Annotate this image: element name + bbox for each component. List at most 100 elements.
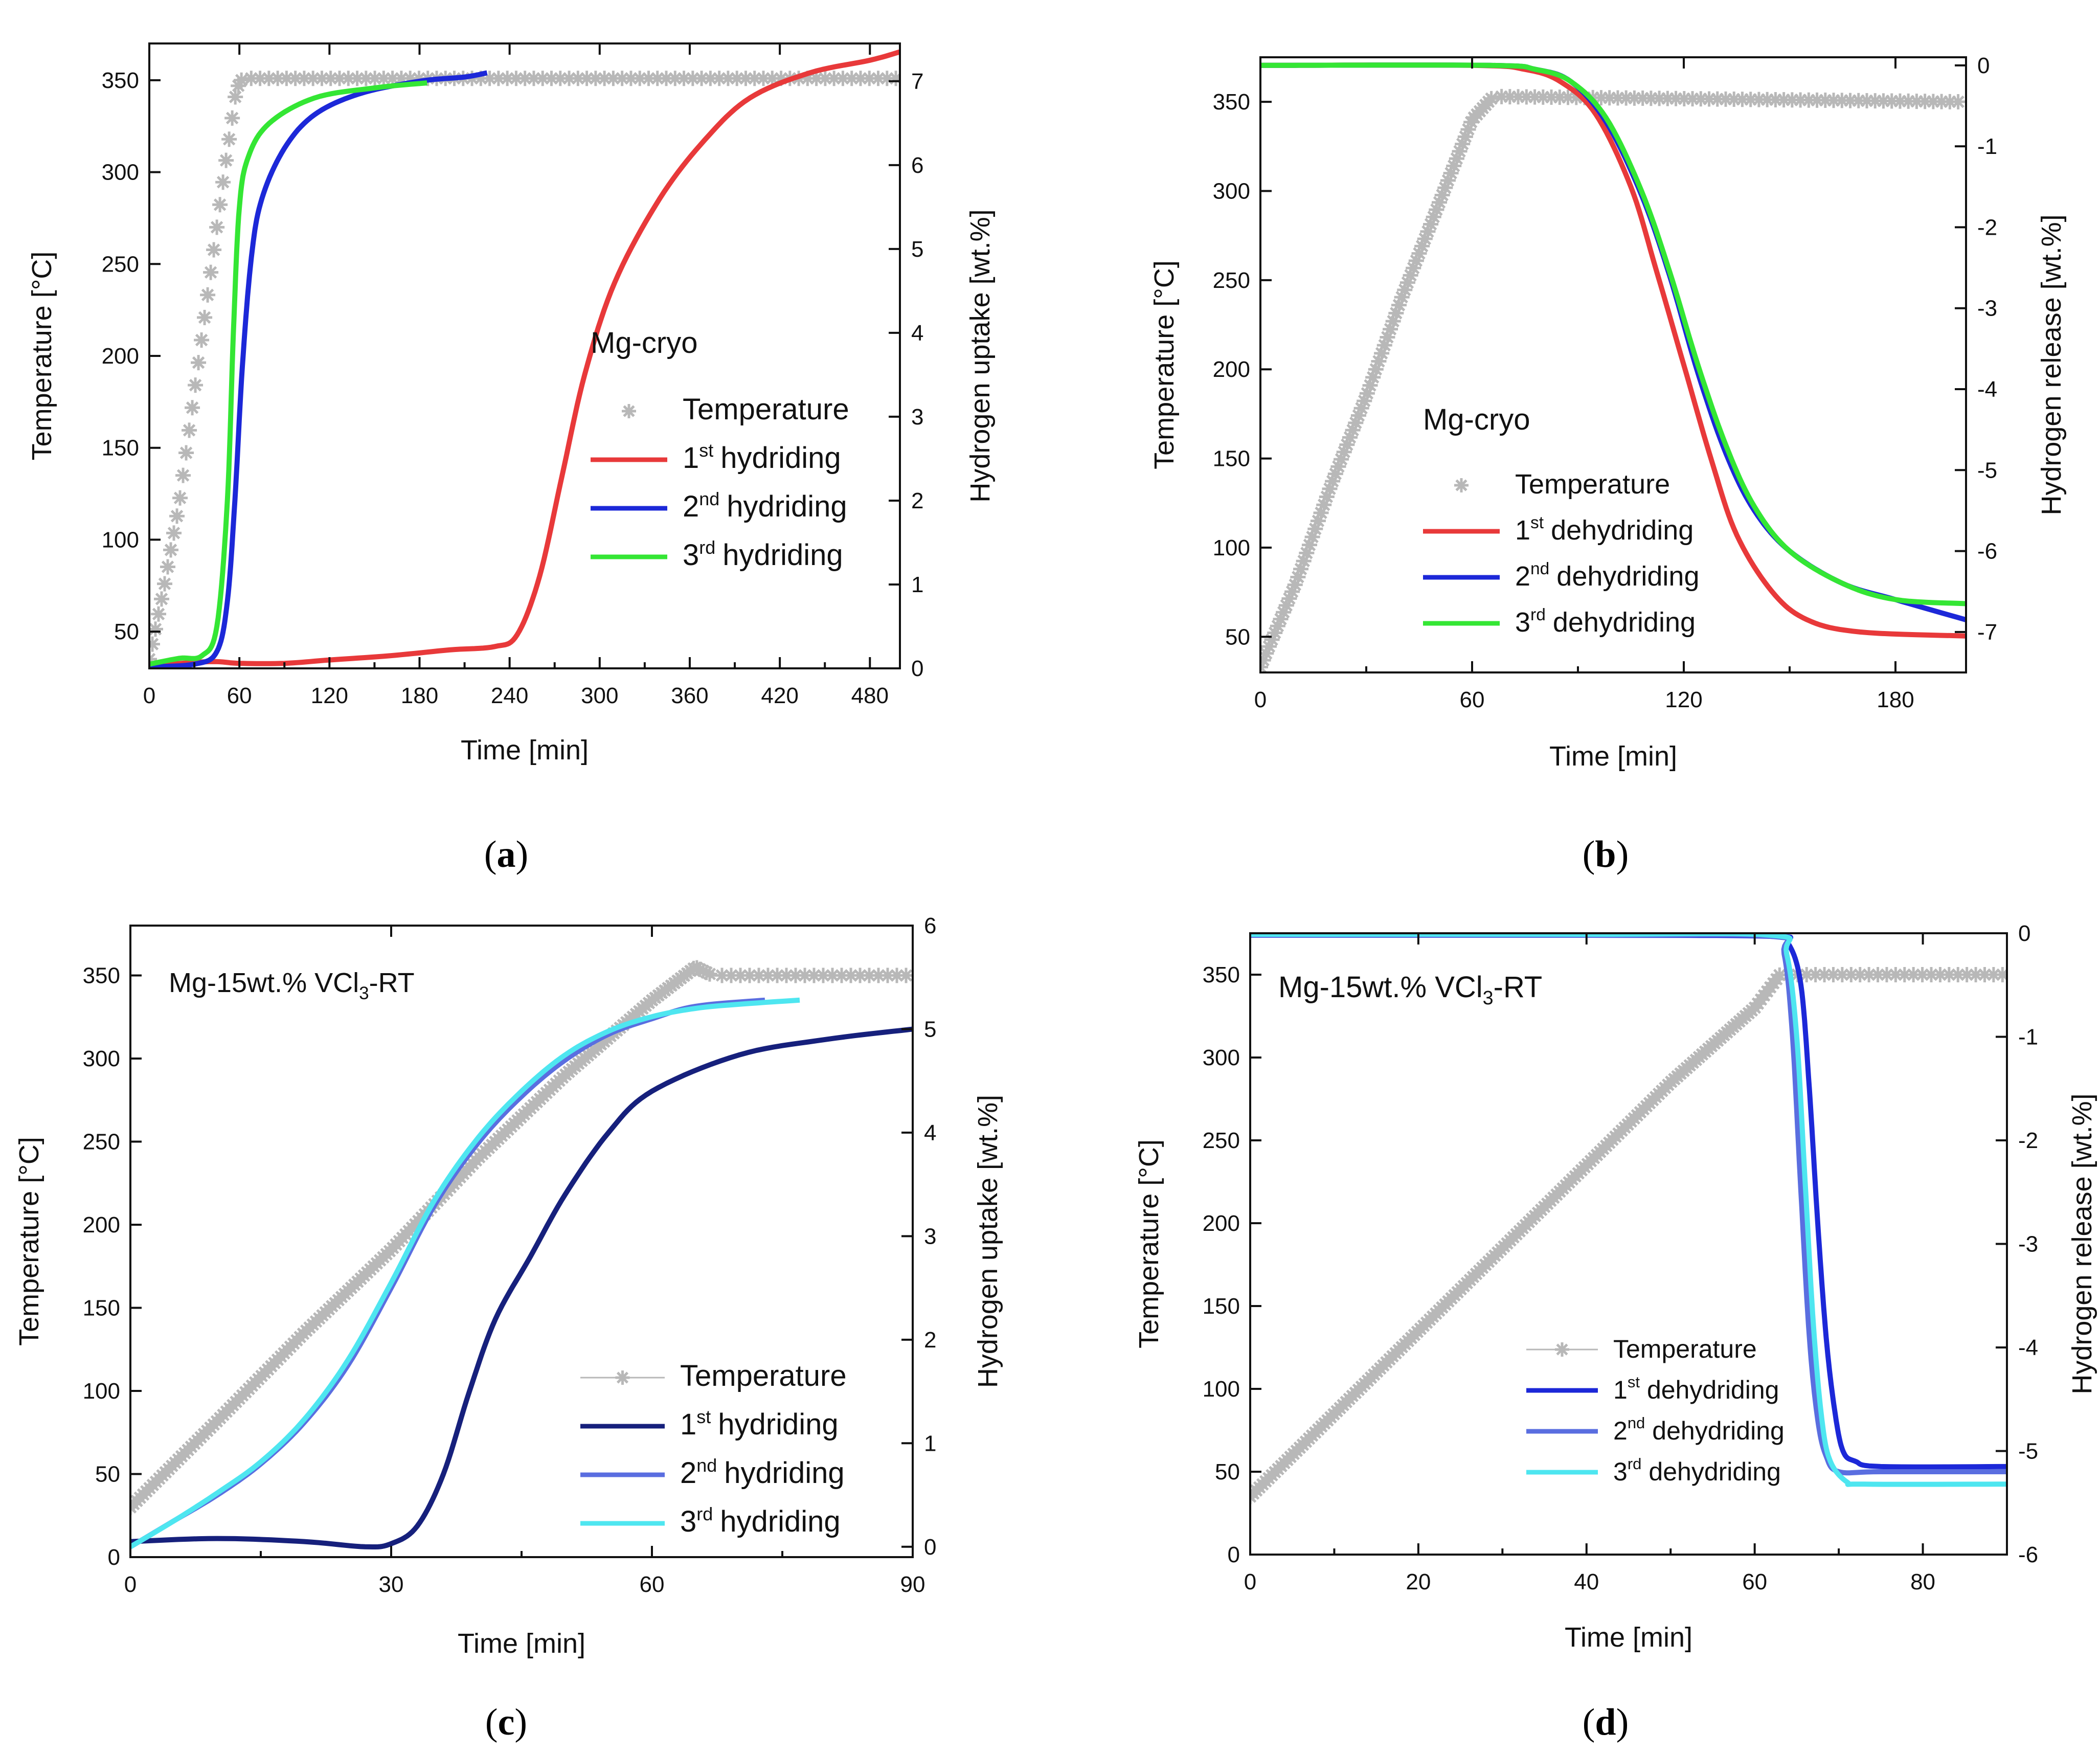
- legend-label-3rd: 3rd hydriding: [680, 1503, 841, 1538]
- temperature-marker: [287, 71, 303, 86]
- temperature-marker: [1544, 89, 1560, 105]
- legend-series-name: hydriding: [722, 538, 843, 572]
- temperature-marker: [649, 71, 665, 86]
- legend-ordinal-suffix: st: [1628, 1373, 1640, 1391]
- legend-ordinal-suffix: st: [696, 1406, 711, 1427]
- y-right-tick-label: -3: [1977, 296, 1997, 321]
- x-tick-label: 300: [581, 683, 618, 708]
- y-left-tick-label: 100: [83, 1379, 120, 1404]
- temperature-marker: [641, 71, 657, 86]
- y-left-axis-label: Temperature [°C]: [1149, 260, 1180, 469]
- temperature-marker: [729, 71, 745, 86]
- temperature-marker: [1950, 94, 1966, 109]
- temperature-marker: [508, 71, 524, 86]
- temperature-marker: [252, 71, 268, 86]
- y-right-tick-label: -2: [2018, 1128, 2038, 1153]
- temperature-marker: [1406, 260, 1421, 276]
- temperature-marker: [1535, 89, 1551, 105]
- x-tick-label: 180: [1877, 687, 1914, 712]
- y-left-axis-label: Temperature [°C]: [14, 1137, 44, 1346]
- sample-annotation: Mg-cryo: [591, 326, 697, 359]
- x-tick-label: 480: [851, 683, 889, 708]
- legend-label-temperature: Temperature: [1515, 469, 1670, 500]
- caption-c: (c): [485, 1701, 527, 1743]
- temperature-marker: [188, 377, 204, 393]
- temperature-marker: [305, 71, 321, 86]
- temperature-marker: [544, 71, 559, 86]
- y-right-tick-label: 3: [911, 404, 923, 430]
- series-line-1st: [130, 1026, 913, 1549]
- temperature-marker: [154, 591, 170, 607]
- temperature-marker: [1826, 93, 1842, 108]
- x-tick-label: 60: [227, 683, 252, 708]
- temperature-marker: [296, 71, 312, 86]
- series-temperature: [1250, 967, 2007, 1504]
- y-right-tick-label: -7: [1977, 620, 1997, 645]
- temperature-marker: [1304, 529, 1320, 545]
- y-right-tick-label: 6: [911, 153, 923, 178]
- temperature-marker: [862, 71, 877, 86]
- y-right-tick-label: 0: [924, 1535, 936, 1560]
- sample-annotation: Mg-cryo: [1423, 403, 1530, 436]
- temperature-marker: [1339, 437, 1355, 453]
- caption-a: (a): [484, 834, 528, 875]
- temperature-marker: [393, 71, 409, 86]
- temperature-marker: [579, 71, 595, 86]
- temperature-marker: [1768, 92, 1783, 107]
- temperature-marker: [888, 71, 900, 86]
- annotation-main: Mg-15wt.% VCl: [1278, 971, 1483, 1004]
- y-left-tick-label: 150: [102, 436, 139, 461]
- caption-d: (d): [1583, 1701, 1629, 1743]
- temperature-marker: [1776, 92, 1792, 108]
- temperature-marker: [1859, 93, 1875, 108]
- temperature-marker: [1793, 92, 1809, 108]
- legend-series-name: dehydriding: [1649, 1457, 1781, 1486]
- temperature-marker: [1423, 216, 1439, 232]
- y-left-tick-label: 100: [1203, 1377, 1240, 1402]
- temperature-marker: [1284, 584, 1300, 600]
- temperature-marker: [1362, 377, 1378, 393]
- legend-series-name: dehydriding: [1551, 515, 1693, 546]
- temperature-marker: [1264, 632, 1280, 647]
- legend-ordinal: 2: [683, 490, 699, 523]
- y-right-axis-label: Hydrogen release [wt.%]: [2036, 214, 2067, 515]
- temperature-marker: [747, 71, 762, 86]
- temperature-marker: [764, 71, 780, 86]
- temperature-marker: [182, 422, 197, 438]
- temperature-marker: [1709, 91, 1725, 107]
- temperature-marker: [1278, 597, 1294, 613]
- y-right-tick-label: 2: [911, 488, 923, 513]
- legend-series-name: dehydriding: [1652, 1416, 1785, 1445]
- temperature-marker: [1394, 289, 1410, 305]
- temperature-line: [130, 966, 913, 1508]
- temperature-marker: [1834, 93, 1850, 108]
- temperature-marker: [218, 152, 234, 168]
- temperature-marker: [1371, 353, 1387, 369]
- temperature-marker: [1443, 165, 1459, 181]
- temperature-marker: [166, 525, 182, 541]
- sample-annotation: Mg-15wt.% VCl3-RT: [1278, 971, 1542, 1008]
- y-right-tick-label: -1: [2018, 1025, 2038, 1050]
- legend-ordinal-suffix: st: [699, 440, 713, 461]
- y-right-tick-label: 0: [1977, 53, 1990, 78]
- y-right-tick-label: 1: [924, 1431, 936, 1456]
- temperature-marker: [1287, 577, 1303, 593]
- y-left-axis-label: Temperature [°C]: [27, 252, 57, 461]
- x-tick-label: 0: [124, 1572, 137, 1597]
- series-temperature: [1260, 88, 1966, 672]
- temperature-marker: [561, 71, 577, 86]
- y-right-axis-label: Hydrogen release [wt.%]: [2067, 1093, 2097, 1394]
- temperature-marker: [215, 174, 231, 190]
- temperature-marker: [490, 71, 506, 86]
- y-right-tick-label: 5: [924, 1017, 936, 1042]
- temperature-marker: [270, 71, 286, 86]
- legend-label-1st: 1st dehydriding: [1613, 1373, 1779, 1404]
- y-left-tick-label: 50: [114, 619, 139, 644]
- y-right-tick-label: -2: [1977, 215, 1997, 240]
- temperature-marker: [1365, 369, 1381, 385]
- temperature-marker: [1660, 91, 1676, 106]
- temperature-marker: [632, 71, 648, 86]
- temperature-marker: [314, 71, 330, 86]
